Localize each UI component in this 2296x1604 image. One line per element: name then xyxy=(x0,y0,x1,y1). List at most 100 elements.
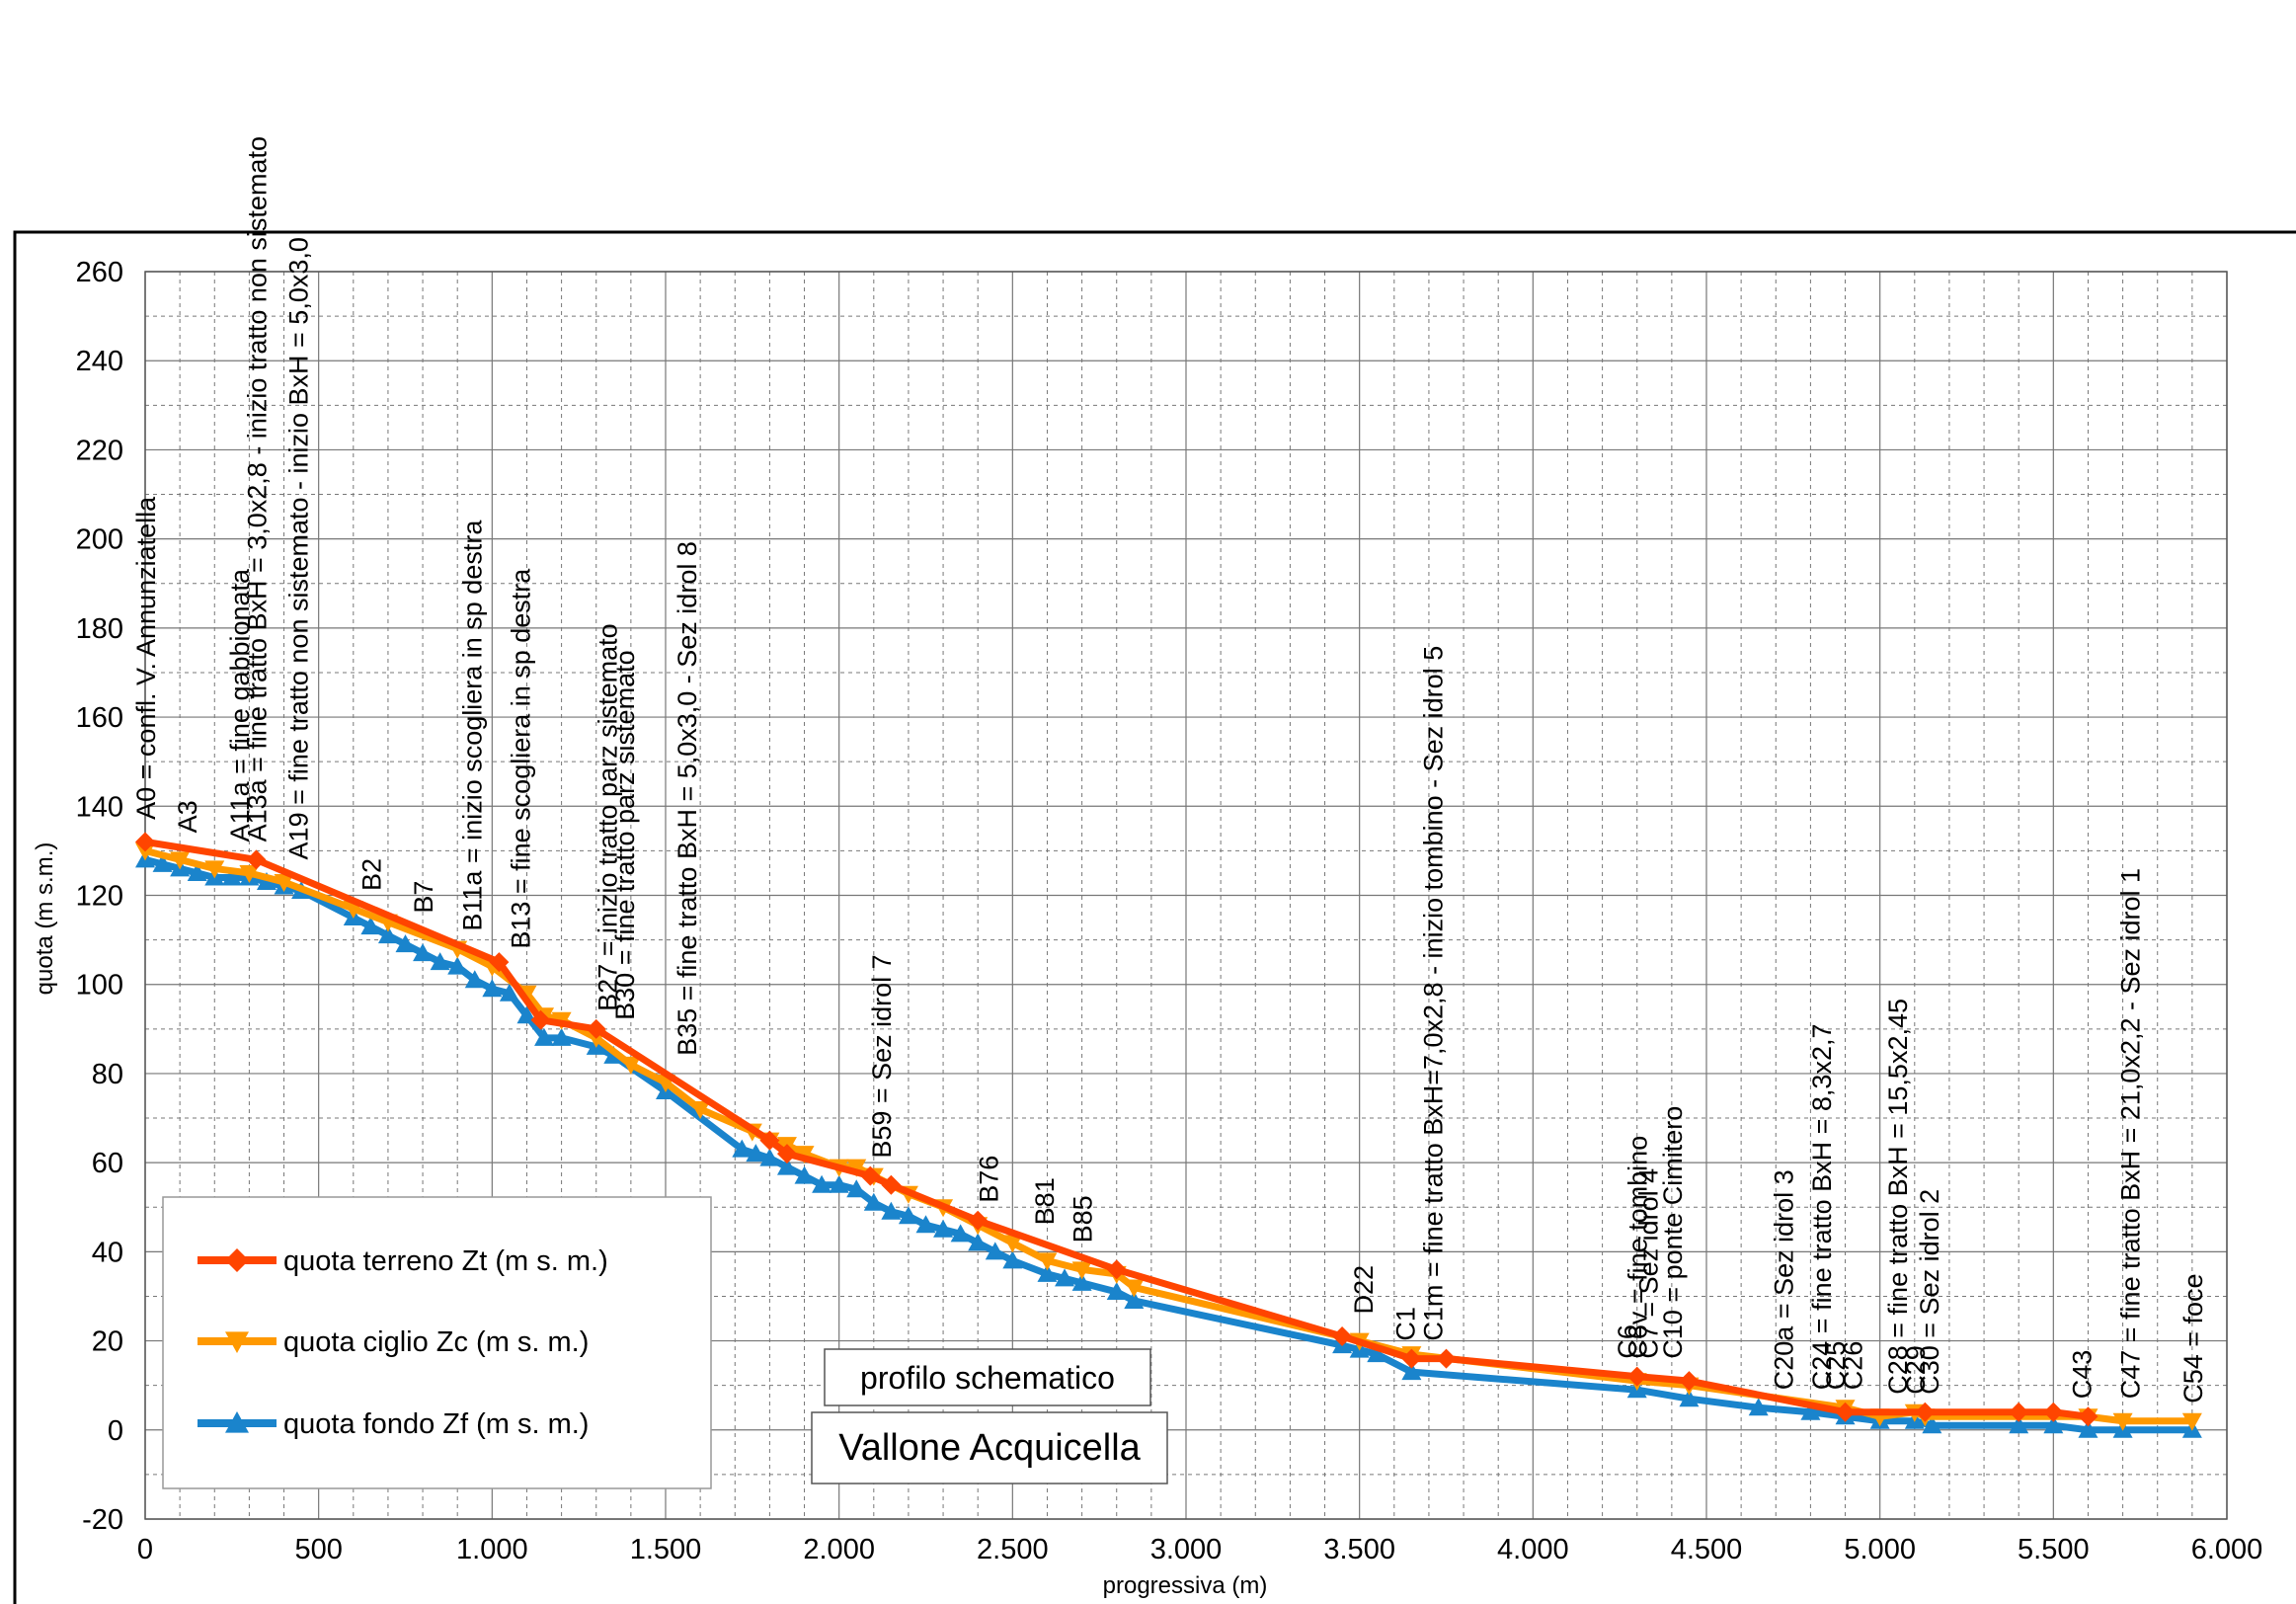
annotation-label: B30 = fine tratto parz sistemato xyxy=(610,650,640,1019)
y-tick-label: 40 xyxy=(92,1237,123,1268)
annotation-label: B81 xyxy=(1030,1177,1060,1225)
data-point xyxy=(933,1219,954,1238)
x-tick-label: 1.500 xyxy=(630,1534,702,1565)
data-point xyxy=(395,934,416,953)
data-point xyxy=(1401,1362,1422,1381)
annotation-label: C10 = ponte Cimitero xyxy=(1658,1106,1688,1359)
data-point xyxy=(846,1159,867,1177)
annotation-label: A0 = confl. V. Annunziatella xyxy=(131,496,161,820)
annotation-label: C25 xyxy=(1821,1341,1851,1391)
data-point xyxy=(794,1165,815,1184)
y-tick-label: -20 xyxy=(82,1504,123,1536)
data-point xyxy=(690,1101,711,1120)
annotation-label: C6v = fine tombino xyxy=(1623,1136,1653,1359)
data-point xyxy=(1915,1402,1936,1422)
data-point xyxy=(221,867,242,886)
data-point xyxy=(1835,1402,1856,1422)
data-point xyxy=(794,1146,815,1164)
x-tick-labels: 0 500 1.000 1.500 2.000 2.500 3.000 3.500 4.000 4… xyxy=(137,1534,2262,1565)
x-tick-label: 500 xyxy=(294,1534,342,1565)
y-tick-label: 220 xyxy=(76,435,123,466)
data-point xyxy=(239,864,260,883)
data-point xyxy=(152,853,173,872)
data-point xyxy=(2112,1412,2133,1431)
series-2 xyxy=(135,849,2202,1438)
data-point xyxy=(898,1206,918,1225)
data-point xyxy=(1002,1235,1023,1253)
y-tick-label: 20 xyxy=(92,1326,123,1358)
x-tick-label: 0 xyxy=(137,1534,153,1565)
y-tick-label: 120 xyxy=(76,881,123,913)
x-axis-label: progressiva (m) xyxy=(1103,1572,1268,1599)
data-point xyxy=(551,1027,572,1046)
y-tick-label: 80 xyxy=(92,1059,123,1090)
data-point xyxy=(1071,1261,1092,1280)
x-tick-label: 2.000 xyxy=(803,1534,875,1565)
annotation-label: C28 = fine tratto BxH = 15,5x2,45 xyxy=(1883,999,1913,1395)
data-point xyxy=(1055,1268,1075,1287)
data-point xyxy=(1106,1281,1127,1300)
data-point xyxy=(881,1174,902,1195)
data-point xyxy=(2009,1415,2029,1434)
data-point xyxy=(530,1009,551,1030)
data-point xyxy=(516,1005,537,1024)
x-tick-label: 4.000 xyxy=(1497,1534,1569,1565)
legend: quota terreno Zt (m s. m.) quota ciglio … xyxy=(162,1196,712,1489)
data-point xyxy=(968,1233,989,1251)
series-lines xyxy=(135,832,2202,1438)
legend-entry-fondo: quota fondo Zf (m s. m.) xyxy=(198,1408,589,1440)
data-point xyxy=(1332,1326,1353,1347)
y-tick-label: 100 xyxy=(76,970,123,1002)
annotation-label: C7 = Sez idrol 4 xyxy=(1633,1168,1663,1359)
data-point xyxy=(950,1224,971,1243)
annotation-label: B2 xyxy=(356,858,386,891)
data-point xyxy=(2043,1402,2064,1422)
legend-swatch-marker xyxy=(225,1248,249,1272)
data-point xyxy=(430,952,450,971)
annotation-label: B11a = inizio scogliera in sp destra xyxy=(457,520,487,931)
data-point xyxy=(1106,1259,1127,1280)
data-point xyxy=(860,1165,881,1186)
legend-entry-ciglio: quota ciglio Zc (m s. m.) xyxy=(198,1326,589,1358)
data-point xyxy=(1436,1348,1457,1369)
data-point xyxy=(1800,1402,1821,1420)
annotation-label: C30 = Sez idrol 2 xyxy=(1915,1189,1944,1395)
data-point xyxy=(759,1130,780,1151)
data-point xyxy=(1401,1348,1422,1369)
legend-label: quota terreno Zt (m s. m.) xyxy=(283,1245,608,1277)
grid-minor xyxy=(145,272,2227,1519)
data-point xyxy=(732,1139,752,1158)
x-tick-label: 5.500 xyxy=(2018,1534,2090,1565)
data-point xyxy=(413,943,434,962)
data-point xyxy=(985,1242,1005,1260)
data-point xyxy=(1922,1415,1942,1434)
data-point xyxy=(620,1056,641,1075)
annotation-label: C6 xyxy=(1613,1324,1642,1359)
chart-name-box: Vallone Acquicella xyxy=(811,1411,1168,1484)
annotation-label: A3 xyxy=(173,800,202,833)
legend-label: quota fondo Zf (m s. m.) xyxy=(283,1408,589,1440)
x-tick-label: 3.000 xyxy=(1150,1534,1223,1565)
y-tick-label: 240 xyxy=(76,346,123,377)
x-tick-label: 5.000 xyxy=(1844,1534,1916,1565)
subtitle-text: profilo schematico xyxy=(860,1360,1115,1396)
data-point xyxy=(1071,1272,1092,1291)
data-point xyxy=(447,956,468,975)
data-point xyxy=(829,1174,849,1193)
annotation-label: A13a = fine tratto BxH = 3,0x2,8 - inizi… xyxy=(242,136,272,842)
data-point xyxy=(1002,1250,1023,1269)
annotation-label: B13 = fine scogliera in sp destra xyxy=(506,568,535,949)
annotation-label: B27 = inizio tratto parz sistemato xyxy=(593,623,622,1010)
annotation-label: B85 xyxy=(1069,1195,1098,1243)
annotation-label: C26 xyxy=(1839,1341,1868,1391)
data-point xyxy=(274,873,294,892)
data-point xyxy=(846,1179,867,1198)
y-tick-label: 160 xyxy=(76,702,123,734)
y-tick-label: 200 xyxy=(76,524,123,556)
y-tick-label: 180 xyxy=(76,613,123,645)
data-point xyxy=(881,1201,902,1220)
legend-swatch-marker xyxy=(225,1331,249,1353)
annotation-label: B59 = Sez idrol 7 xyxy=(867,954,897,1158)
data-point xyxy=(170,851,191,870)
y-tick-label: 60 xyxy=(92,1148,123,1179)
